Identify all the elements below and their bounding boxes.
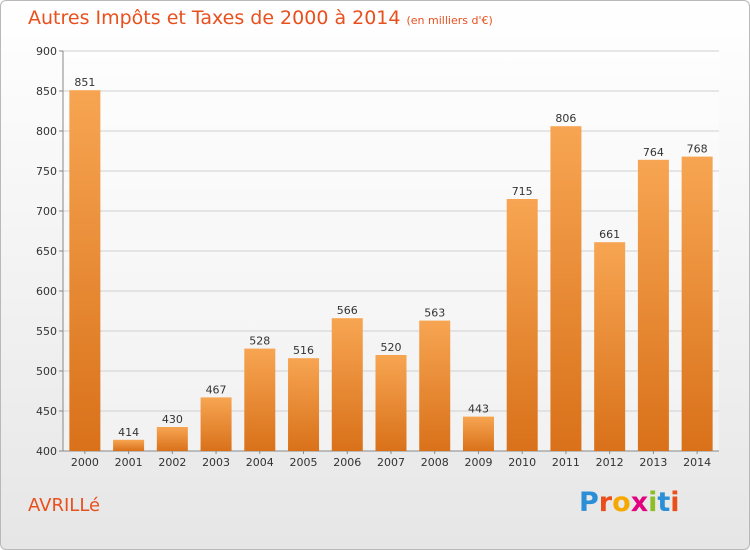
bar-value-label: 764 xyxy=(643,146,664,159)
x-tick-label: 2002 xyxy=(158,456,186,469)
bar-value-label: 563 xyxy=(424,307,445,320)
x-tick-label: 2006 xyxy=(333,456,361,469)
logo-letter: P xyxy=(579,487,599,518)
x-tick-label: 2004 xyxy=(246,456,274,469)
y-tick-label: 800 xyxy=(36,125,57,138)
y-tick-label: 600 xyxy=(36,285,57,298)
y-tick-label: 550 xyxy=(36,325,57,338)
bar-value-label: 566 xyxy=(337,304,358,317)
logo-letter: r xyxy=(598,487,613,518)
y-tick-label: 500 xyxy=(36,365,57,378)
x-tick-label: 2012 xyxy=(596,456,624,469)
x-tick-label: 2005 xyxy=(290,456,318,469)
bar-value-label: 430 xyxy=(162,413,183,426)
x-tick-label: 2003 xyxy=(202,456,230,469)
y-tick-label: 650 xyxy=(36,245,57,258)
bar-value-label: 851 xyxy=(74,76,95,89)
bar-2009 xyxy=(462,416,494,451)
city-name: AVRILLé xyxy=(28,495,101,516)
bar-2014 xyxy=(681,156,713,451)
bar-2008 xyxy=(419,320,451,451)
x-tick-label: 2009 xyxy=(464,456,492,469)
bar-value-label: 516 xyxy=(293,344,314,357)
unit-note: (en milliers d'€) xyxy=(406,14,493,27)
y-tick-label: 750 xyxy=(36,165,57,178)
bar-value-label: 768 xyxy=(687,143,708,156)
bar-value-label: 520 xyxy=(381,341,402,354)
chart-title: Autres Impôts et Taxes de 2000 à 2014 (en… xyxy=(28,7,493,29)
logo-letter: t xyxy=(657,487,671,518)
bar-value-label: 443 xyxy=(468,403,489,416)
bar-2004 xyxy=(244,348,276,451)
bar-2002 xyxy=(156,427,188,451)
y-tick-label: 400 xyxy=(36,445,57,458)
bar-2001 xyxy=(113,439,145,451)
bar-value-label: 806 xyxy=(555,112,576,125)
y-tick-label: 850 xyxy=(36,85,57,98)
x-tick-label: 2000 xyxy=(71,456,99,469)
logo-letter: o xyxy=(612,487,631,518)
bar-value-label: 715 xyxy=(512,185,533,198)
x-tick-label: 2011 xyxy=(552,456,580,469)
x-tick-label: 2010 xyxy=(508,456,536,469)
logo-letter: x xyxy=(630,487,649,518)
bar-2006 xyxy=(331,318,363,451)
x-tick-label: 2008 xyxy=(421,456,449,469)
logo-letter: i xyxy=(648,487,658,518)
x-tick-label: 2001 xyxy=(115,456,143,469)
x-tick-label: 2013 xyxy=(639,456,667,469)
bar-2003 xyxy=(200,397,232,451)
bar-2011 xyxy=(550,126,582,451)
bar-2013 xyxy=(637,159,669,452)
y-tick-label: 700 xyxy=(36,205,57,218)
bar-2010 xyxy=(506,199,538,451)
bar-value-label: 414 xyxy=(118,426,139,439)
bar-value-label: 528 xyxy=(249,335,270,348)
bar-2000 xyxy=(69,90,101,451)
bar-2005 xyxy=(288,358,320,451)
bar-value-label: 661 xyxy=(599,228,620,241)
x-tick-label: 2007 xyxy=(377,456,405,469)
proxiti-logo: Proxiti xyxy=(579,487,680,518)
x-tick-label: 2014 xyxy=(683,456,711,469)
y-tick-label: 450 xyxy=(36,405,57,418)
bar-value-label: 467 xyxy=(206,383,227,396)
bar-2007 xyxy=(375,355,407,451)
bar-2012 xyxy=(594,242,626,451)
logo-letter: i xyxy=(670,487,680,518)
y-tick-label: 900 xyxy=(36,45,57,58)
